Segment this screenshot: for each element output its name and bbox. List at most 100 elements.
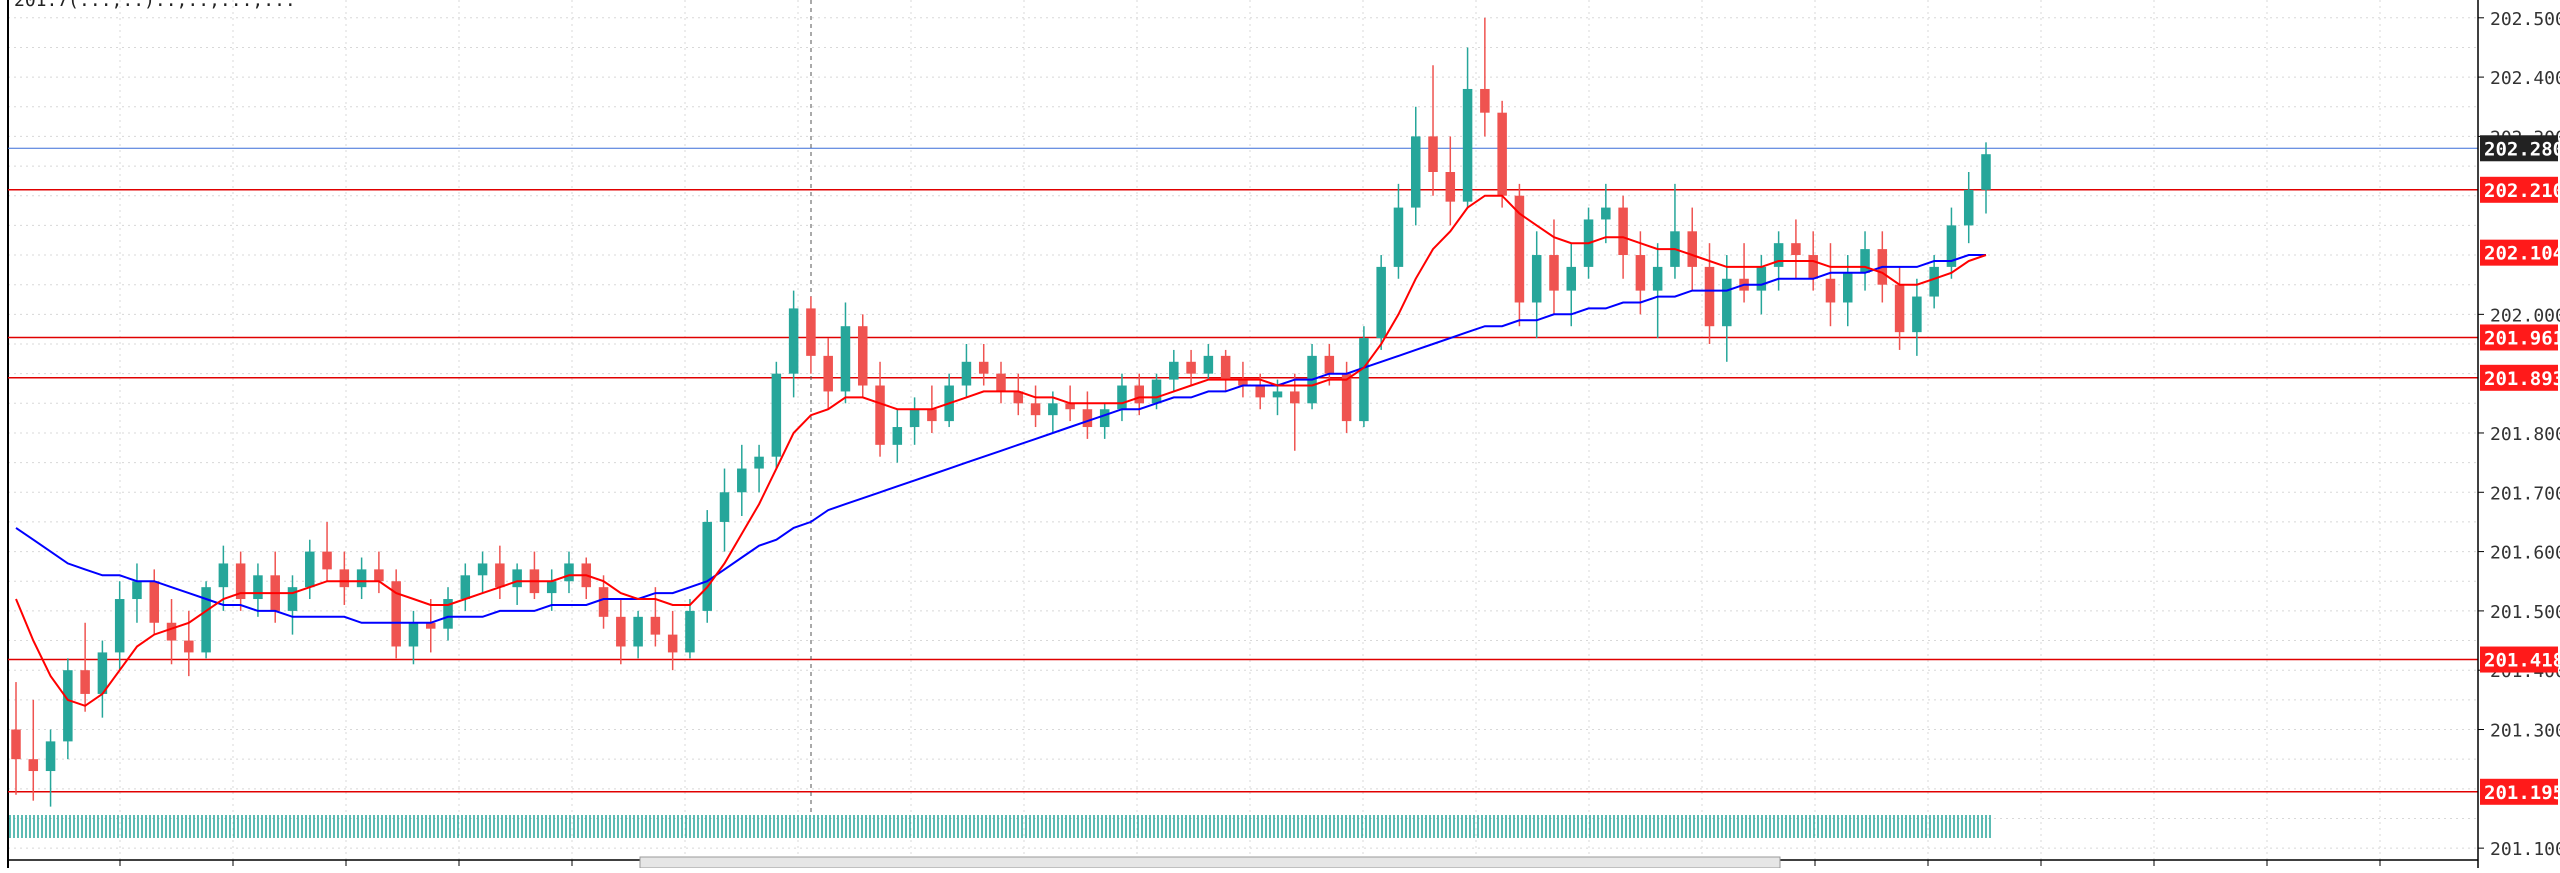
- candle[interactable]: [685, 599, 695, 659]
- candle[interactable]: [1946, 207, 1957, 279]
- candle[interactable]: [1566, 243, 1577, 327]
- candle[interactable]: [1670, 183, 1680, 279]
- candle[interactable]: [1739, 243, 1749, 303]
- candle[interactable]: [1860, 231, 1870, 291]
- candle[interactable]: [1393, 183, 1404, 279]
- candle[interactable]: [1722, 255, 1732, 362]
- candle[interactable]: [1410, 106, 1421, 226]
- candle[interactable]: [650, 587, 661, 647]
- candle[interactable]: [1203, 344, 1214, 380]
- candle[interactable]: [1220, 349, 1231, 392]
- candle[interactable]: [63, 658, 73, 760]
- candle[interactable]: [529, 551, 540, 600]
- candle[interactable]: [235, 551, 246, 611]
- candle[interactable]: [875, 361, 885, 457]
- candles[interactable]: [11, 17, 1991, 807]
- candle[interactable]: [823, 338, 833, 410]
- candle[interactable]: [1186, 349, 1196, 386]
- candle[interactable]: [978, 344, 989, 386]
- candle[interactable]: [339, 551, 350, 605]
- candle[interactable]: [408, 610, 419, 665]
- candle[interactable]: [546, 569, 557, 611]
- candle[interactable]: [28, 699, 39, 801]
- candle[interactable]: [1359, 326, 1369, 428]
- candle[interactable]: [702, 510, 712, 623]
- candle[interactable]: [1169, 349, 1179, 392]
- candle[interactable]: [1013, 373, 1024, 416]
- candle[interactable]: [45, 729, 56, 807]
- candle[interactable]: [1030, 385, 1041, 428]
- candle[interactable]: [1687, 207, 1697, 291]
- candle[interactable]: [892, 409, 903, 463]
- candle[interactable]: [667, 610, 678, 671]
- candle[interactable]: [840, 302, 851, 404]
- candle[interactable]: [443, 587, 453, 641]
- candle[interactable]: [1497, 100, 1507, 208]
- candle[interactable]: [287, 575, 298, 635]
- candle[interactable]: [1635, 231, 1646, 315]
- candle[interactable]: [1791, 219, 1801, 279]
- candle[interactable]: [1981, 142, 1991, 214]
- candle[interactable]: [477, 551, 488, 594]
- candle[interactable]: [253, 563, 263, 617]
- candle[interactable]: [374, 551, 384, 594]
- candle[interactable]: [201, 581, 211, 659]
- candle[interactable]: [1531, 231, 1542, 339]
- candle[interactable]: [581, 557, 592, 600]
- candle[interactable]: [1601, 183, 1611, 244]
- scrollbar-thumb[interactable]: [639, 856, 1781, 869]
- candle[interactable]: [322, 521, 332, 582]
- candle[interactable]: [719, 468, 730, 552]
- candle[interactable]: [1894, 266, 1905, 350]
- candle[interactable]: [1324, 344, 1335, 386]
- horizontal-levels[interactable]: [8, 147, 2478, 793]
- candle[interactable]: [1307, 344, 1317, 410]
- candle[interactable]: [1099, 403, 1110, 439]
- candle[interactable]: [1912, 278, 1922, 356]
- candle[interactable]: [858, 314, 868, 398]
- candle[interactable]: [166, 599, 177, 665]
- candle[interactable]: [1963, 172, 1974, 244]
- candle[interactable]: [356, 557, 367, 600]
- candle[interactable]: [305, 539, 315, 600]
- candle[interactable]: [512, 563, 522, 605]
- candle[interactable]: [97, 640, 108, 718]
- candle[interactable]: [1082, 391, 1093, 439]
- candle[interactable]: [1704, 243, 1715, 344]
- candle[interactable]: [771, 361, 782, 469]
- candle[interactable]: [1428, 65, 1438, 196]
- price-axis[interactable]: 202.500202.400202.300202.000201.800201.7…: [2477, 0, 2560, 868]
- candle[interactable]: [495, 545, 505, 600]
- candle[interactable]: [425, 599, 436, 653]
- candle[interactable]: [996, 361, 1006, 404]
- candle[interactable]: [11, 682, 21, 795]
- candle[interactable]: [391, 569, 401, 659]
- candle[interactable]: [1549, 219, 1559, 315]
- candle[interactable]: [1843, 255, 1853, 327]
- candle[interactable]: [460, 563, 471, 611]
- horizontal-scrollbar[interactable]: [8, 856, 2478, 869]
- candle[interactable]: [944, 373, 954, 428]
- candle[interactable]: [1462, 47, 1473, 208]
- candle[interactable]: [1117, 373, 1127, 422]
- candle[interactable]: [961, 344, 972, 398]
- candle[interactable]: [114, 581, 125, 671]
- candle[interactable]: [1652, 243, 1663, 339]
- candle[interactable]: [149, 569, 159, 635]
- candle[interactable]: [788, 290, 799, 398]
- candle[interactable]: [806, 296, 816, 374]
- candle[interactable]: [616, 599, 626, 665]
- candle[interactable]: [737, 444, 747, 516]
- candle[interactable]: [1290, 373, 1300, 451]
- candle[interactable]: [1825, 243, 1836, 327]
- candle[interactable]: [633, 610, 643, 659]
- candle[interactable]: [132, 563, 142, 623]
- candle[interactable]: [1376, 255, 1386, 350]
- candle[interactable]: [754, 444, 764, 493]
- candle[interactable]: [909, 397, 920, 445]
- candle[interactable]: [1929, 255, 1939, 309]
- candle[interactable]: [1480, 17, 1490, 137]
- candle[interactable]: [598, 575, 609, 629]
